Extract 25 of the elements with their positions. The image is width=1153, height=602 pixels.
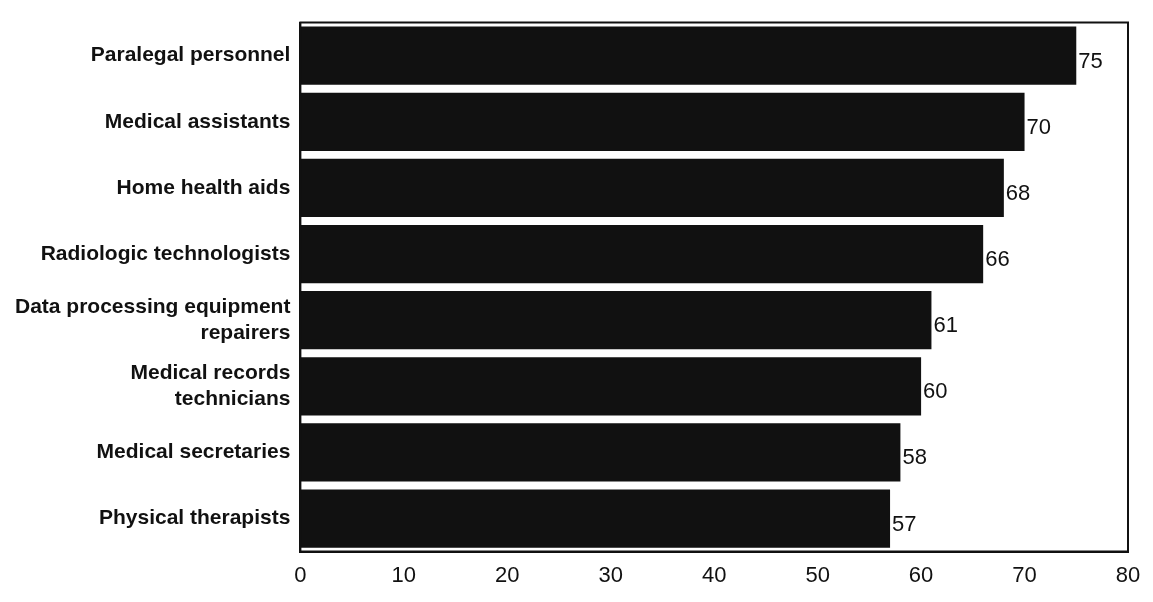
data-label: 58 xyxy=(902,444,927,470)
data-label: 75 xyxy=(1078,47,1103,73)
y-tick-label: Physical therapists xyxy=(98,505,291,529)
y-tick-label: Data processing equipment repairers xyxy=(15,294,291,343)
x-tick-label: 80 xyxy=(1115,561,1141,587)
x-tick-label: 0 xyxy=(294,561,307,587)
y-tick-label: Medical assistants xyxy=(104,108,291,132)
y-tick-label: Medical records technicians xyxy=(130,360,291,409)
x-tick-label: 60 xyxy=(908,561,934,587)
y-tick-label: Radiologic technologists xyxy=(40,240,291,264)
data-label: 57 xyxy=(892,510,917,536)
x-tick-label: 70 xyxy=(1012,561,1037,587)
data-label: 60 xyxy=(923,378,948,404)
x-tick-label: 30 xyxy=(598,561,623,587)
x-tick-label: 10 xyxy=(391,561,417,587)
x-tick-label: 20 xyxy=(495,561,520,587)
y-tick-label: Medical secretaries xyxy=(96,439,291,463)
data-label: 68 xyxy=(1005,179,1031,205)
y-tick-label: Home health aids xyxy=(116,174,291,198)
data-label: 61 xyxy=(933,312,958,338)
y-tick-label: Paralegal personnel xyxy=(90,42,291,66)
data-label: 66 xyxy=(985,246,1010,272)
x-tick-label: 40 xyxy=(701,561,727,587)
data-label: 70 xyxy=(1026,113,1052,139)
x-tick-label: 50 xyxy=(805,561,830,587)
